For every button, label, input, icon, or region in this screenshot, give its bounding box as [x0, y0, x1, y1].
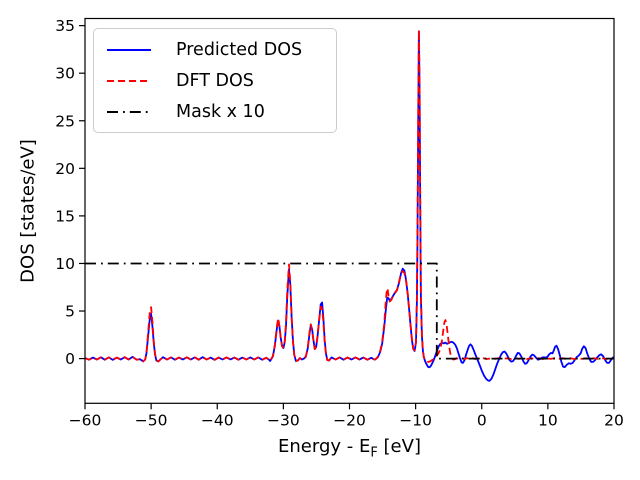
legend-label-predicted-dos: Predicted DOS [176, 39, 303, 60]
svg-text:−20: −20 [333, 411, 366, 429]
svg-text:30: 30 [55, 65, 75, 83]
x-axis-label: Energy - EF [eV] [278, 436, 421, 461]
predicted-dos-line-sample-icon [107, 48, 151, 51]
svg-text:5: 5 [65, 303, 75, 321]
legend-item-mask: Mask x 10 [106, 102, 324, 122]
y-axis-label: DOS [states/eV] [17, 139, 39, 283]
svg-text:0: 0 [477, 411, 487, 429]
svg-text:20: 20 [604, 411, 624, 429]
svg-text:−40: −40 [201, 411, 234, 429]
svg-text:35: 35 [55, 17, 75, 35]
dft-dos-line-sample-icon [107, 79, 151, 82]
legend: Predicted DOS DFT DOS Mask x 10 [93, 28, 337, 133]
legend-item-predicted-dos: Predicted DOS [106, 40, 324, 60]
legend-item-dft-dos: DFT DOS [106, 71, 324, 91]
svg-text:15: 15 [55, 207, 75, 225]
svg-text:10: 10 [55, 255, 75, 273]
svg-text:−50: −50 [135, 411, 168, 429]
svg-text:−30: −30 [267, 411, 300, 429]
legend-label-dft-dos: DFT DOS [176, 70, 254, 91]
svg-text:−60: −60 [69, 411, 102, 429]
svg-text:0: 0 [65, 350, 75, 368]
svg-text:10: 10 [538, 411, 558, 429]
legend-label-mask: Mask x 10 [176, 101, 265, 122]
mask-line-sample-icon [107, 110, 151, 113]
svg-text:20: 20 [55, 160, 75, 178]
svg-text:−10: −10 [399, 411, 432, 429]
svg-text:25: 25 [55, 112, 75, 130]
